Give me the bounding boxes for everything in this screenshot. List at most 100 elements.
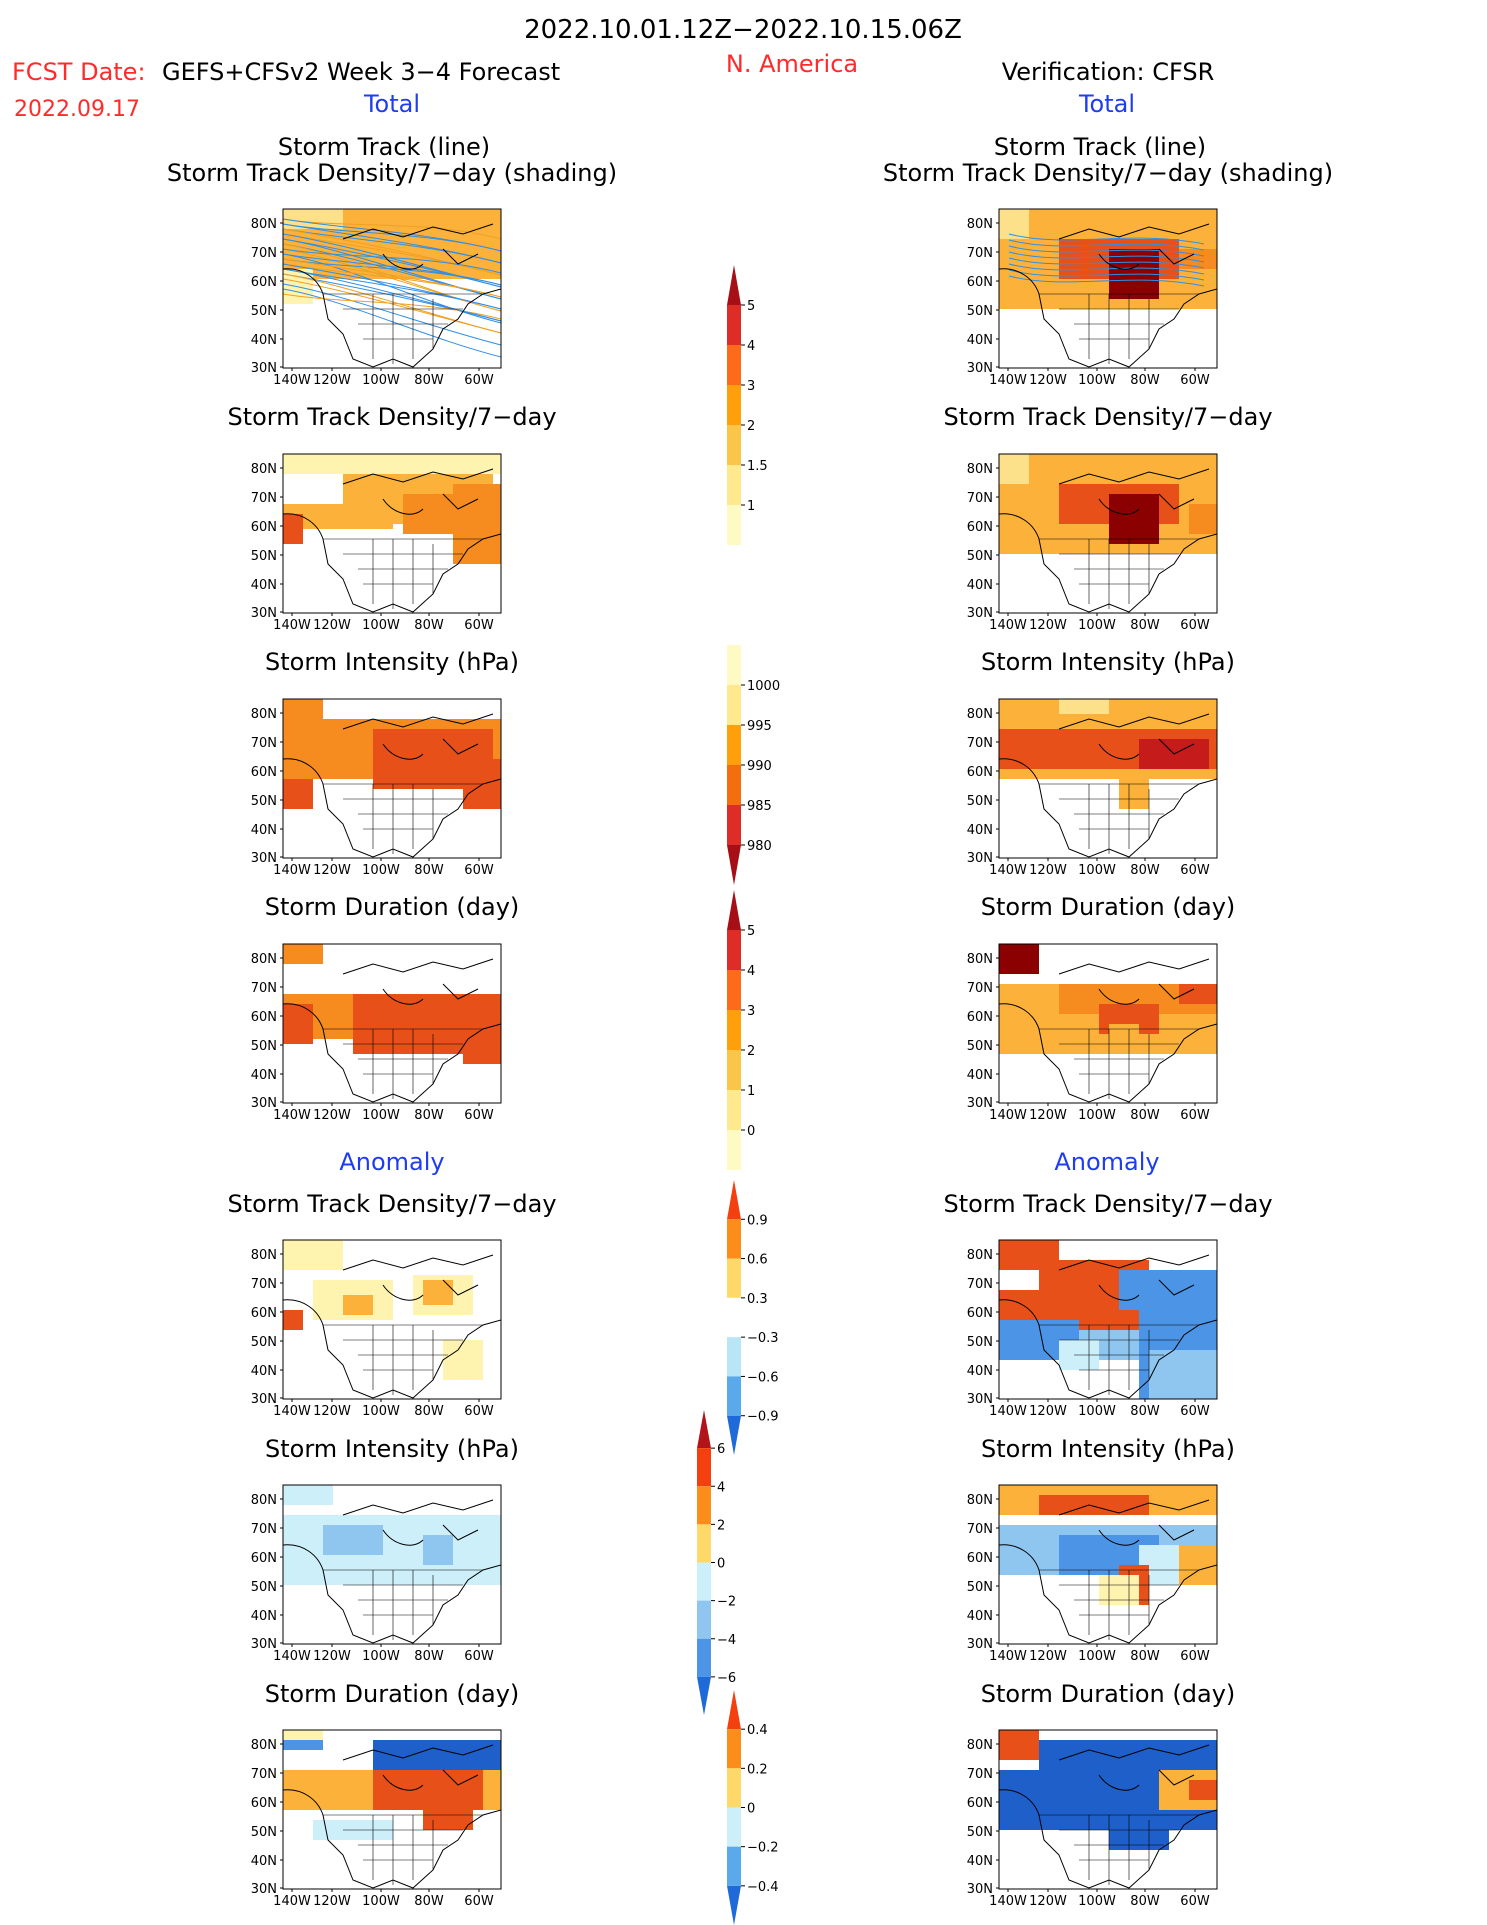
lon-tick-label: 80W [414, 863, 444, 878]
colorbar-label: 2 [717, 1518, 725, 1533]
lon-tick-label: 120W [1029, 373, 1067, 388]
lat-tick-label: 60N [251, 1010, 277, 1025]
colorbar-label: 0.3 [747, 1292, 768, 1307]
lon-tick-label: 140W [273, 1894, 311, 1909]
lat-tick-label: 60N [967, 765, 993, 780]
right-anomaly-label: Anomaly [1054, 1148, 1159, 1176]
lat-tick-label: 50N [251, 1335, 277, 1350]
lon-tick-label: 80W [414, 1649, 444, 1664]
lon-tick-label: 140W [989, 1649, 1027, 1664]
lat-tick-label: 60N [251, 765, 277, 780]
lon-tick-label: 80W [414, 1894, 444, 1909]
lat-tick-label: 70N [967, 1277, 993, 1292]
colorbar-label: 1 [747, 499, 755, 514]
lat-tick-label: 80N [967, 1248, 993, 1263]
lon-tick-label: 100W [1078, 1894, 1116, 1909]
lon-tick-label: 120W [313, 1404, 351, 1419]
lat-tick-label: 80N [251, 1493, 277, 1508]
lat-tick-label: 70N [251, 1522, 277, 1537]
right-panel6-title: Storm Intensity (hPa) [981, 1435, 1235, 1463]
colorbar-label: 0.4 [747, 1723, 768, 1738]
lat-tick-label: 60N [967, 1796, 993, 1811]
lon-tick-label: 140W [989, 618, 1027, 633]
colorbar-label: −0.9 [747, 1410, 779, 1425]
lon-tick-label: 140W [273, 618, 311, 633]
lat-tick-label: 50N [967, 549, 993, 564]
left-anomaly-label: Anomaly [339, 1148, 444, 1176]
colorbar-label: −0.3 [747, 1331, 779, 1346]
lat-tick-label: 30N [967, 1882, 993, 1897]
colorbar-intensity_anom: 6 4 2 0 −2 −4 −6 [697, 1410, 736, 1715]
lat-tick-label: 70N [251, 1767, 277, 1782]
colorbar-label: 3 [747, 1004, 755, 1019]
lat-tick-label: 50N [251, 794, 277, 809]
lon-tick-label: 120W [313, 1649, 351, 1664]
lon-tick-label: 140W [273, 373, 311, 388]
lat-tick-label: 60N [251, 1551, 277, 1566]
lat-tick-label: 30N [251, 1096, 277, 1111]
lon-tick-label: 140W [989, 1108, 1027, 1123]
lon-tick-label: 100W [362, 1894, 400, 1909]
lon-tick-label: 60W [1180, 373, 1210, 388]
verification-title: Verification: CFSR [1002, 58, 1215, 86]
lon-tick-label: 100W [362, 1404, 400, 1419]
lat-tick-label: 40N [251, 333, 277, 348]
lat-tick-label: 60N [251, 1796, 277, 1811]
lon-tick-label: 140W [273, 1649, 311, 1664]
left-panel5-title: Storm Track Density/7−day [227, 1190, 556, 1218]
lon-tick-label: 120W [313, 373, 351, 388]
lon-tick-label: 60W [464, 1108, 494, 1123]
colorbar-label: 1.5 [747, 459, 768, 474]
lon-tick-label: 120W [313, 863, 351, 878]
lat-tick-label: 40N [967, 578, 993, 593]
colorbar-label: 990 [747, 759, 772, 774]
lon-tick-label: 140W [273, 1404, 311, 1419]
lat-tick-label: 30N [251, 606, 277, 621]
colorbar-label: 980 [747, 839, 772, 854]
lat-tick-label: 30N [967, 1637, 993, 1652]
lat-tick-label: 80N [251, 217, 277, 232]
lon-tick-label: 80W [1130, 1894, 1160, 1909]
lat-tick-label: 70N [251, 736, 277, 751]
lon-tick-label: 140W [989, 863, 1027, 878]
lon-tick-label: 80W [1130, 1108, 1160, 1123]
lat-tick-label: 70N [967, 1767, 993, 1782]
lon-tick-label: 140W [273, 1108, 311, 1123]
lon-tick-label: 80W [414, 1404, 444, 1419]
lat-tick-label: 60N [967, 275, 993, 290]
lon-tick-label: 120W [313, 1108, 351, 1123]
right-panel7-title: Storm Duration (day) [981, 1680, 1236, 1708]
fcst-date: 2022.09.17 [14, 97, 140, 122]
right-total-label: Total [1078, 90, 1135, 118]
lat-tick-label: 50N [967, 1825, 993, 1840]
lon-tick-label: 60W [1180, 1649, 1210, 1664]
lon-tick-label: 80W [414, 373, 444, 388]
colorbar-label: 5 [747, 299, 755, 314]
lat-tick-label: 50N [967, 794, 993, 809]
lat-tick-label: 80N [251, 462, 277, 477]
lat-tick-label: 80N [967, 1738, 993, 1753]
lon-tick-label: 120W [1029, 1108, 1067, 1123]
lon-tick-label: 120W [1029, 863, 1067, 878]
colorbar-label: 1 [747, 1084, 755, 1099]
right-panel1-title-a: Storm Track (line) [994, 133, 1206, 161]
forecast-title: GEFS+CFSv2 Week 3−4 Forecast [162, 58, 560, 86]
lon-tick-label: 80W [414, 1108, 444, 1123]
fcst-date-label: FCST Date: [12, 58, 146, 86]
colorbar-label: −2 [717, 1595, 736, 1610]
lat-tick-label: 30N [967, 1392, 993, 1407]
colorbar-duration_total: 5 4 3 2 1 0 [727, 890, 755, 1170]
lat-tick-label: 40N [251, 578, 277, 593]
lat-tick-label: 50N [251, 549, 277, 564]
lat-tick-label: 60N [251, 520, 277, 535]
lat-tick-label: 60N [251, 275, 277, 290]
left-total-label: Total [363, 90, 420, 118]
